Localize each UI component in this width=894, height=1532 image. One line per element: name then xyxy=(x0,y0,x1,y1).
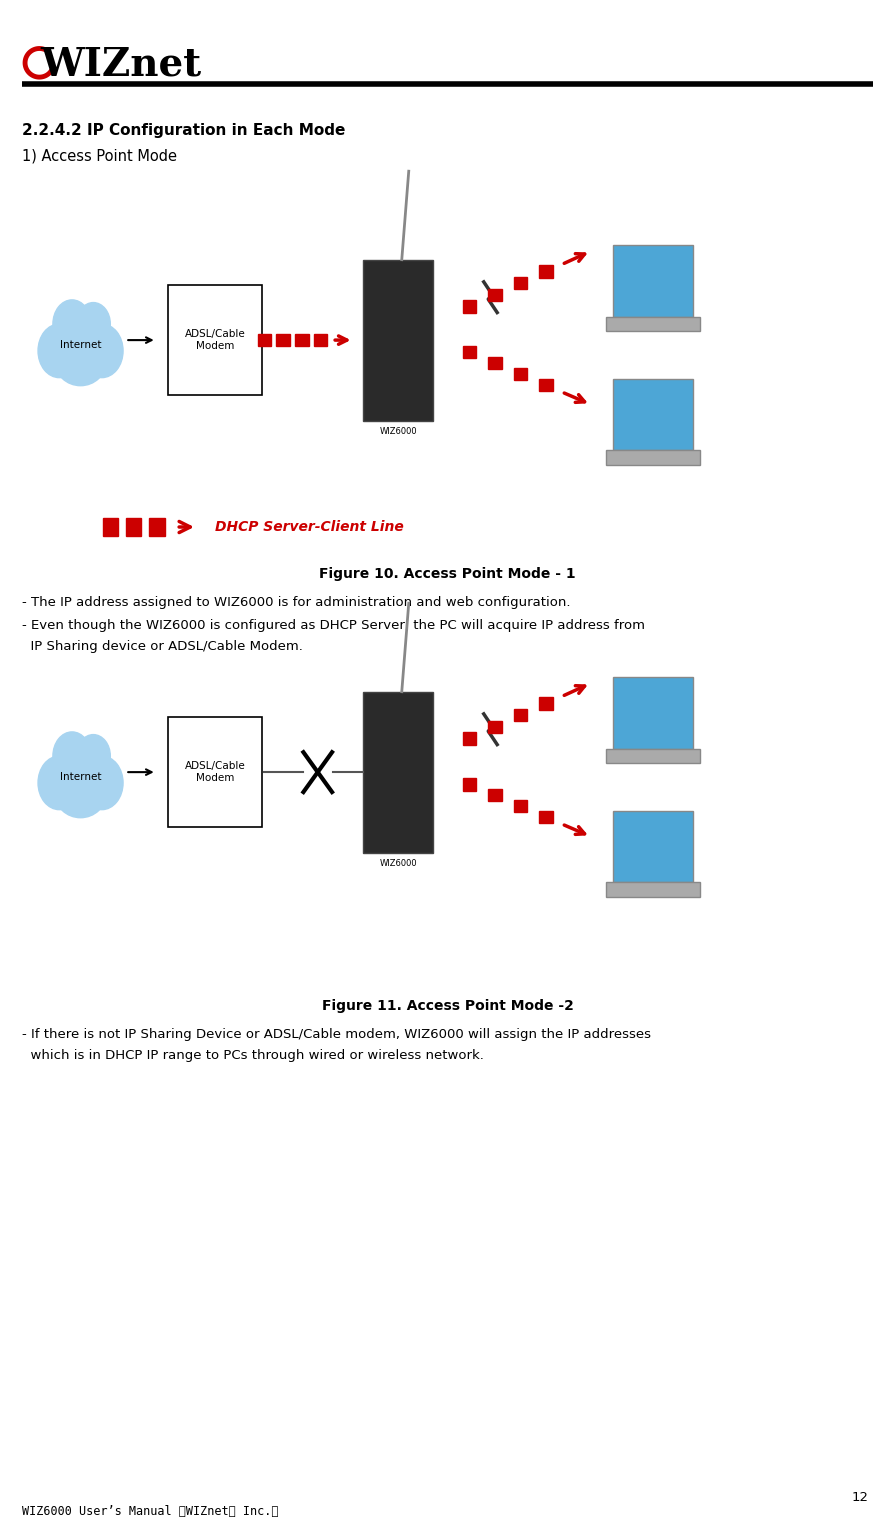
Text: - Even though the WIZ6000 is configured as DHCP Server, the PC will acquire IP a: - Even though the WIZ6000 is configured … xyxy=(22,619,645,631)
Text: which is in DHCP IP range to PCs through wired or wireless network.: which is in DHCP IP range to PCs through… xyxy=(22,1049,484,1062)
Bar xyxy=(103,518,118,536)
Bar xyxy=(126,518,141,536)
Text: ADSL/Cable
Modem: ADSL/Cable Modem xyxy=(184,329,245,351)
FancyBboxPatch shape xyxy=(606,749,699,763)
Bar xyxy=(257,334,271,346)
Bar xyxy=(513,709,527,722)
FancyBboxPatch shape xyxy=(606,450,699,464)
Bar xyxy=(149,518,164,536)
Text: WIZ6000: WIZ6000 xyxy=(379,859,417,867)
Text: Internet: Internet xyxy=(60,772,101,783)
Text: 1) Access Point Mode: 1) Access Point Mode xyxy=(22,149,177,164)
FancyBboxPatch shape xyxy=(606,882,699,896)
Bar xyxy=(462,300,476,313)
Bar xyxy=(538,697,552,709)
Bar xyxy=(487,357,501,369)
Text: WIZnet: WIZnet xyxy=(40,46,201,84)
FancyBboxPatch shape xyxy=(612,245,693,317)
FancyBboxPatch shape xyxy=(168,285,261,395)
Ellipse shape xyxy=(76,303,110,346)
Text: Internet: Internet xyxy=(60,340,101,351)
Bar xyxy=(462,778,476,791)
FancyBboxPatch shape xyxy=(612,677,693,749)
Ellipse shape xyxy=(55,337,105,386)
Bar xyxy=(538,812,552,824)
Bar xyxy=(513,277,527,290)
Bar xyxy=(295,334,308,346)
Text: Figure 10. Access Point Mode - 1: Figure 10. Access Point Mode - 1 xyxy=(319,567,575,581)
Ellipse shape xyxy=(38,325,80,378)
Text: 2.2.4.2 IP Configuration in Each Mode: 2.2.4.2 IP Configuration in Each Mode xyxy=(22,123,345,138)
Ellipse shape xyxy=(51,308,110,372)
Text: - The IP address assigned to WIZ6000 is for administration and web configuration: - The IP address assigned to WIZ6000 is … xyxy=(22,596,570,608)
Text: 12: 12 xyxy=(850,1492,867,1504)
Bar xyxy=(538,265,552,277)
Ellipse shape xyxy=(53,300,91,348)
FancyBboxPatch shape xyxy=(363,692,433,852)
Bar xyxy=(487,288,501,300)
Ellipse shape xyxy=(76,735,110,778)
Text: WIZ6000: WIZ6000 xyxy=(379,426,417,435)
Ellipse shape xyxy=(55,769,105,818)
Bar xyxy=(314,334,327,346)
Text: Figure 11. Access Point Mode -2: Figure 11. Access Point Mode -2 xyxy=(321,999,573,1013)
Text: DHCP Server-Client Line: DHCP Server-Client Line xyxy=(215,519,403,535)
Bar xyxy=(487,720,501,732)
FancyBboxPatch shape xyxy=(612,810,693,882)
Text: WIZ6000 User’s Manual （WIZnet， Inc.）: WIZ6000 User’s Manual （WIZnet， Inc.） xyxy=(22,1506,279,1518)
Ellipse shape xyxy=(53,732,91,780)
Bar xyxy=(487,789,501,801)
Ellipse shape xyxy=(80,757,122,809)
Bar xyxy=(538,380,552,392)
FancyBboxPatch shape xyxy=(612,378,693,450)
Bar xyxy=(276,334,290,346)
FancyBboxPatch shape xyxy=(168,717,261,827)
FancyBboxPatch shape xyxy=(606,317,699,331)
Ellipse shape xyxy=(80,325,122,378)
Bar xyxy=(513,368,527,380)
Ellipse shape xyxy=(51,740,110,804)
Ellipse shape xyxy=(38,757,80,809)
Bar xyxy=(513,800,527,812)
Text: ADSL/Cable
Modem: ADSL/Cable Modem xyxy=(184,761,245,783)
Text: IP Sharing device or ADSL/Cable Modem.: IP Sharing device or ADSL/Cable Modem. xyxy=(22,640,303,653)
Bar xyxy=(462,346,476,358)
Text: - If there is not IP Sharing Device or ADSL/Cable modem, WIZ6000 will assign the: - If there is not IP Sharing Device or A… xyxy=(22,1028,651,1040)
Bar xyxy=(462,732,476,745)
FancyBboxPatch shape xyxy=(363,260,433,421)
